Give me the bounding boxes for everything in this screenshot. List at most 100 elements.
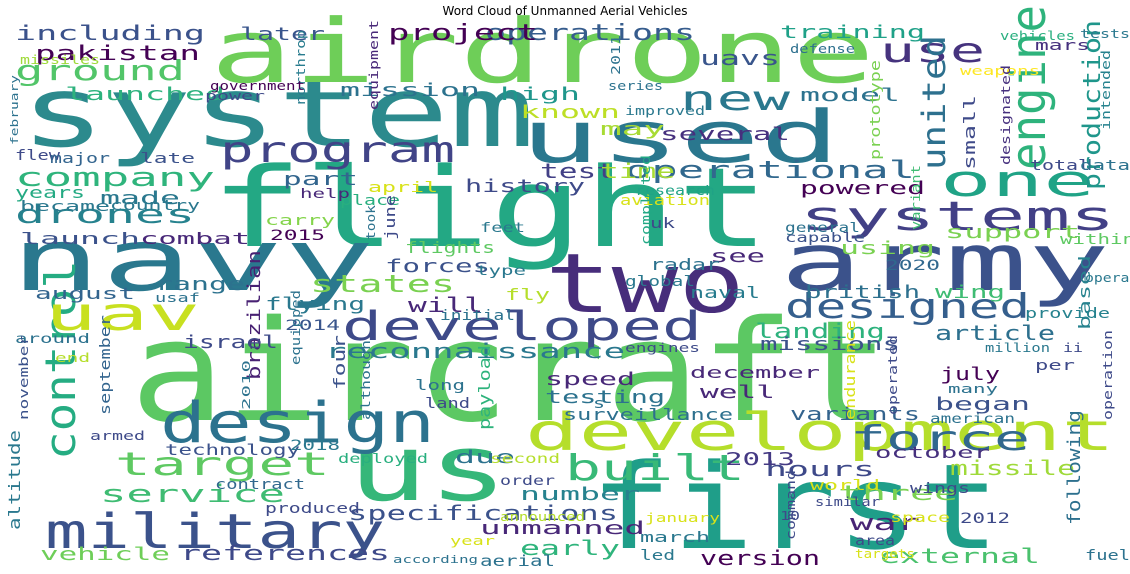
word-april: april [368, 180, 438, 196]
word-around: around [15, 332, 90, 347]
word-us: us [348, 415, 508, 522]
word-system: system [20, 56, 535, 170]
word-command: command [784, 470, 798, 540]
word-later: later [240, 24, 325, 45]
word-2020: 2020 [885, 258, 940, 274]
word-similar: similar [815, 495, 880, 509]
word-produced: produced [265, 501, 360, 517]
word-global: global [625, 274, 695, 290]
word-surveillance: surveillance [563, 405, 733, 424]
word-prototype: prototype [868, 60, 884, 160]
word-test: test [540, 159, 615, 183]
word-deployed: deployed [338, 452, 428, 467]
word-missiles: missiles [20, 53, 100, 67]
word-september: september [98, 315, 114, 415]
word-israel: israel [183, 332, 278, 353]
word-missile: missile [950, 456, 1075, 480]
word-aerial: aerial [480, 552, 555, 570]
word-production: production [1078, 20, 1106, 190]
word-army: army [780, 216, 1110, 309]
word-one: one [940, 156, 1095, 207]
word-improved: improved [625, 104, 705, 118]
word-fuel: fuel [1085, 548, 1130, 564]
word-land: land [425, 396, 470, 412]
word-based: based [1075, 255, 1094, 330]
word-2010: 2010 [240, 360, 253, 410]
word-american: american [930, 412, 1015, 427]
word-mission: mission [340, 80, 480, 101]
word-built: built [565, 448, 745, 489]
word-vehicles: vehicles [1000, 29, 1075, 43]
word-2014: 2014 [285, 318, 340, 334]
word-general: general [785, 221, 860, 236]
word-completed: completed [639, 155, 653, 245]
word-vehicle: vehicle [40, 544, 170, 565]
word-march: march [640, 530, 710, 546]
word-naval: naval [690, 283, 760, 302]
word-variant: variant [909, 165, 923, 230]
word-drones: drones [15, 200, 195, 230]
word-year: year [450, 534, 495, 548]
word-ground: ground [15, 54, 185, 87]
word-although: although [359, 340, 373, 420]
word-see: see [710, 246, 765, 267]
word-engines: engines [625, 341, 700, 355]
word-mars: mars [1035, 38, 1090, 54]
word-systems: systems [800, 194, 1115, 240]
word-end: end [55, 351, 90, 365]
word-program: program [220, 130, 455, 171]
word-version: version [700, 546, 820, 570]
word-model: model [800, 85, 900, 106]
word-wing: wing [935, 282, 1005, 303]
word-powered: powered [800, 178, 925, 199]
word-feet: feet [480, 221, 525, 236]
word-second: second [490, 452, 560, 467]
word-due: due [455, 447, 515, 468]
word-brazilian: brazilian [244, 250, 265, 380]
word-began: began [935, 394, 1030, 415]
word-order: order [500, 474, 555, 489]
word-within: within [1060, 232, 1130, 248]
word-june: june [383, 195, 399, 240]
word-airdrone: airdrone [210, 0, 875, 103]
word-unmanned: unmanned [480, 518, 645, 539]
word-combat: combat [140, 229, 250, 248]
word-research: research [635, 184, 715, 199]
word-navy: navy [10, 211, 375, 311]
word-country: country [110, 198, 200, 214]
word-led: led [640, 548, 675, 564]
word-wings: wings [910, 481, 970, 497]
word-july: july [940, 364, 1000, 385]
word-radar: radar [650, 255, 721, 274]
word-launched: launched [65, 84, 225, 105]
word-time: time [600, 159, 675, 183]
word-type: type [476, 264, 526, 279]
word-pakistan: pakistan [35, 41, 200, 65]
word-endurance: endurance [843, 320, 859, 420]
word-2015: 2015 [270, 228, 325, 244]
word-s: s [593, 396, 605, 412]
word-2013: 2013 [725, 449, 795, 470]
word-contract: contract [215, 477, 305, 493]
word-january: january [645, 511, 720, 525]
word-early: early [520, 536, 620, 560]
word-technology: technology [165, 441, 300, 459]
word-flights: flights [405, 238, 495, 257]
word-equipment: equipment [367, 20, 381, 110]
word-known: known [520, 102, 620, 123]
word-operations: operations [485, 21, 695, 46]
word-became: became [20, 199, 110, 215]
word-project: project [388, 21, 538, 46]
word-landing: landing [755, 319, 885, 343]
word-first: first [590, 438, 1000, 574]
word-design: design [160, 391, 435, 456]
word-forces: forces [385, 256, 490, 277]
word-will: will [408, 293, 483, 317]
word-help: help [300, 187, 350, 202]
word-several: several [660, 124, 790, 145]
word-using: using [840, 238, 935, 259]
word-operated: operated [886, 335, 900, 415]
word-many: many [948, 382, 998, 396]
